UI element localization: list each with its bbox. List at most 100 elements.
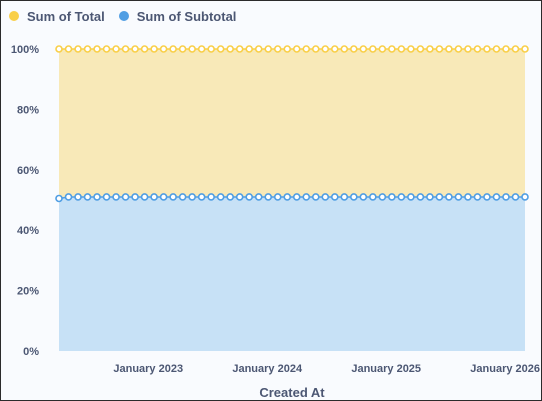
y-tick-label-1: 20% — [17, 286, 39, 298]
point-sum-of-total-23 — [273, 45, 282, 53]
point-sum-of-total-5 — [102, 45, 111, 53]
point-sum-of-total-42 — [454, 45, 463, 53]
point-sum-of-total-17 — [216, 45, 225, 53]
x-axis: January 2023 January 2024 January 2025 Janu… — [113, 363, 540, 375]
point-sum-of-subtotal-28 — [321, 193, 330, 201]
point-sum-of-subtotal-46 — [492, 193, 501, 201]
point-sum-of-total-8 — [131, 45, 139, 53]
point-sum-of-subtotal-19 — [235, 193, 244, 201]
point-sum-of-subtotal-37 — [407, 193, 415, 201]
point-sum-of-total-38 — [416, 45, 425, 53]
point-sum-of-subtotal-33 — [369, 193, 377, 201]
point-sum-of-subtotal-23 — [273, 193, 282, 201]
point-sum-of-total-1 — [64, 45, 73, 53]
point-sum-of-total-19 — [235, 45, 244, 53]
point-sum-of-total-49 — [521, 45, 529, 53]
point-sum-of-subtotal-6 — [112, 193, 120, 201]
point-sum-of-total-37 — [407, 45, 415, 53]
point-sum-of-total-46 — [492, 45, 501, 53]
point-sum-of-subtotal-18 — [226, 193, 234, 201]
point-sum-of-total-24 — [283, 45, 292, 53]
legend-dot-sum-of-subtotal — [118, 11, 129, 21]
point-sum-of-subtotal-11 — [159, 193, 168, 201]
point-sum-of-total-2 — [74, 45, 82, 53]
point-sum-of-total-20 — [245, 45, 254, 53]
point-sum-of-total-11 — [159, 45, 168, 53]
point-sum-of-total-30 — [340, 45, 349, 53]
point-sum-of-subtotal-0 — [55, 194, 63, 203]
x-tick-label-1: January 2024 — [232, 363, 303, 375]
point-sum-of-subtotal-12 — [169, 193, 177, 201]
point-sum-of-subtotal-5 — [102, 193, 111, 201]
point-sum-of-subtotal-20 — [245, 193, 254, 201]
point-sum-of-subtotal-2 — [74, 193, 82, 201]
point-sum-of-total-3 — [83, 45, 92, 53]
point-sum-of-total-40 — [435, 45, 444, 53]
point-sum-of-total-7 — [121, 45, 130, 53]
point-sum-of-total-29 — [330, 45, 339, 53]
point-sum-of-total-21 — [254, 45, 263, 53]
point-sum-of-subtotal-17 — [216, 193, 225, 201]
point-sum-of-total-12 — [169, 45, 177, 53]
point-sum-of-total-31 — [350, 45, 358, 53]
point-sum-of-total-43 — [464, 45, 472, 53]
point-sum-of-subtotal-8 — [131, 193, 139, 201]
point-sum-of-total-47 — [502, 45, 510, 53]
legend-dot-sum-of-total — [9, 11, 19, 21]
point-sum-of-total-26 — [302, 45, 311, 53]
point-sum-of-total-6 — [112, 45, 120, 53]
legend-item-sum-of-total[interactable]: Sum of Total — [9, 9, 105, 24]
legend-label-sum-of-total: Sum of Total — [27, 8, 105, 24]
y-tick-label-0: 0% — [23, 346, 39, 358]
point-sum-of-total-44 — [473, 45, 482, 53]
point-sum-of-subtotal-24 — [283, 193, 292, 201]
point-sum-of-total-13 — [178, 45, 187, 53]
point-sum-of-subtotal-14 — [188, 193, 196, 201]
point-sum-of-subtotal-38 — [416, 193, 425, 201]
point-sum-of-total-27 — [311, 45, 320, 53]
y-tick-label-4: 80% — [17, 104, 39, 116]
point-sum-of-total-41 — [445, 45, 453, 53]
point-sum-of-subtotal-42 — [454, 193, 463, 201]
point-sum-of-total-39 — [426, 45, 434, 53]
point-sum-of-subtotal-41 — [445, 193, 453, 201]
point-sum-of-subtotal-39 — [426, 193, 434, 201]
x-tick-label-0: January 2023 — [113, 363, 183, 375]
legend-label-sum-of-subtotal: Sum of Subtotal — [136, 8, 237, 24]
point-sum-of-subtotal-29 — [330, 193, 339, 201]
point-sum-of-subtotal-34 — [378, 193, 387, 201]
point-sum-of-subtotal-48 — [511, 193, 520, 201]
point-sum-of-total-35 — [388, 45, 396, 53]
point-sum-of-subtotal-15 — [197, 193, 206, 201]
point-sum-of-subtotal-10 — [150, 193, 158, 201]
point-sum-of-subtotal-7 — [121, 193, 130, 201]
point-sum-of-total-48 — [511, 45, 520, 53]
point-sum-of-subtotal-49 — [521, 193, 529, 201]
point-sum-of-total-28 — [321, 45, 330, 53]
point-sum-of-subtotal-44 — [473, 193, 482, 201]
point-sum-of-subtotal-21 — [254, 193, 263, 201]
data-points — [55, 45, 529, 203]
point-sum-of-subtotal-27 — [311, 193, 320, 201]
point-sum-of-subtotal-13 — [178, 193, 187, 201]
point-sum-of-subtotal-25 — [292, 193, 301, 201]
area-sum-of-subtotal — [59, 196, 525, 351]
point-sum-of-subtotal-3 — [83, 193, 92, 201]
point-sum-of-total-15 — [197, 45, 206, 53]
point-sum-of-subtotal-35 — [388, 193, 396, 201]
point-sum-of-subtotal-9 — [140, 193, 149, 201]
point-sum-of-subtotal-43 — [464, 193, 472, 201]
y-tick-label-2: 40% — [17, 225, 39, 237]
point-sum-of-total-25 — [292, 45, 301, 53]
point-sum-of-subtotal-45 — [483, 193, 491, 201]
y-tick-label-3: 60% — [17, 165, 39, 177]
point-sum-of-subtotal-47 — [502, 193, 510, 201]
point-sum-of-total-33 — [369, 45, 377, 53]
legend-item-sum-of-subtotal[interactable]: Sum of Subtotal — [118, 8, 237, 24]
chart-legend: Sum of Total Sum of Subtotal — [9, 7, 236, 25]
point-sum-of-total-16 — [207, 45, 215, 53]
point-sum-of-subtotal-16 — [207, 193, 215, 201]
point-sum-of-total-22 — [264, 45, 273, 53]
point-sum-of-subtotal-4 — [93, 193, 101, 201]
